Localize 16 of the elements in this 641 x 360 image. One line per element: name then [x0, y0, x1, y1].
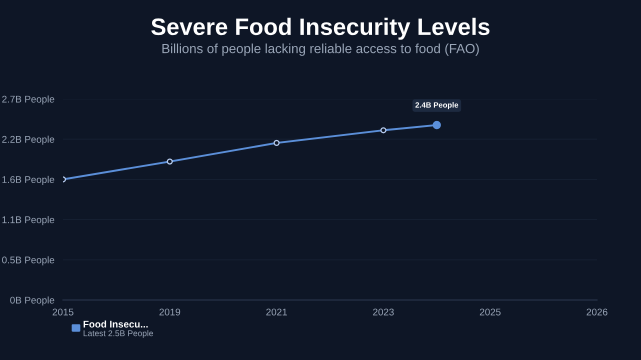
- x-tick-label: 2023: [373, 308, 394, 316]
- chart-title: Severe Food Insecurity Levels: [151, 18, 490, 40]
- y-tick-label: 0B People: [10, 296, 54, 306]
- y-tick-label: 0.5B People: [2, 256, 54, 266]
- chart-subtitle: Billions of people lacking reliable access to food (FAO): [162, 44, 479, 56]
- y-tick-label: 1.6B People: [2, 176, 54, 185]
- x-tick-label: 2025: [480, 308, 501, 316]
- y-tick-label: 1.1B People: [2, 216, 54, 226]
- x-tick-label: 2019: [159, 308, 180, 316]
- text: Latest 2.5B People: [84, 330, 154, 338]
- legend-label: Food Insecu...: [84, 320, 148, 328]
- x-tick-label: 2015: [52, 308, 74, 316]
- y-tick-label: 2.2B People: [2, 136, 54, 145]
- x-tick-label: 2021: [266, 308, 287, 316]
- x-tick-label: 2026: [586, 308, 608, 316]
- y-tick-label: 2.7B People: [2, 95, 54, 105]
